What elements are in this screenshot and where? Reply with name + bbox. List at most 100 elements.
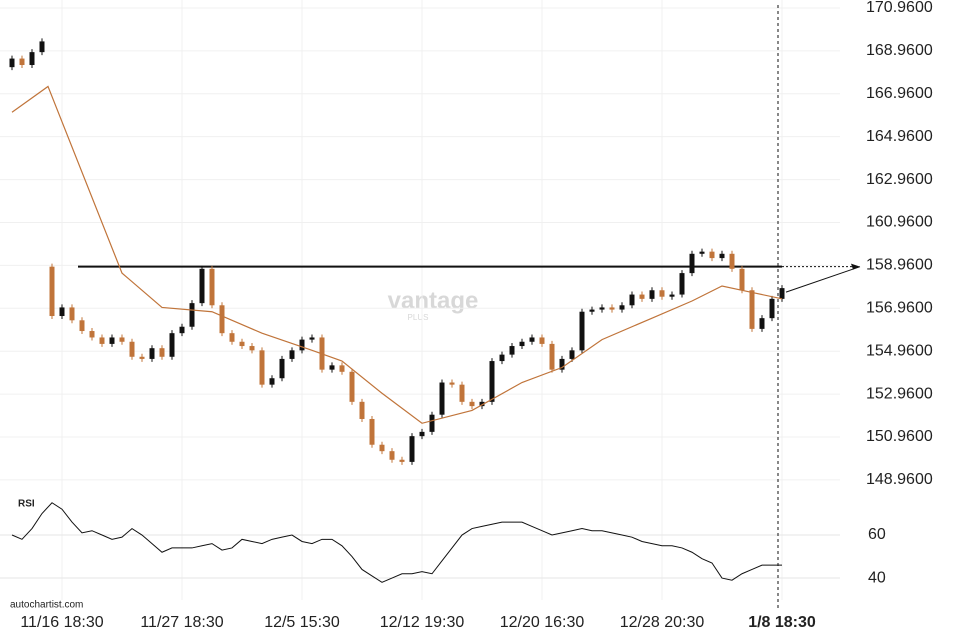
y-tick-label: 164.9600	[866, 128, 933, 145]
candle	[449, 382, 455, 385]
y-tick-label: 158.9600	[866, 257, 933, 274]
candle	[269, 378, 275, 385]
candle	[469, 401, 475, 407]
arrow-head	[851, 263, 860, 270]
candle	[169, 333, 175, 357]
x-tick-label: 12/12 19:30	[380, 614, 465, 631]
candle	[749, 290, 755, 329]
candle	[289, 350, 295, 359]
candle	[539, 337, 545, 344]
candle	[19, 58, 25, 66]
candle	[559, 358, 565, 370]
y-tick-label: 40	[868, 569, 886, 586]
projection-arrow	[785, 266, 861, 293]
candle	[249, 346, 255, 351]
candle	[49, 266, 55, 317]
rsi-title: RSI	[18, 499, 35, 510]
y-tick-label: 170.9600	[866, 0, 933, 16]
candle	[589, 309, 595, 312]
y-tick-label: 60	[868, 526, 886, 543]
candle	[279, 358, 285, 379]
candle	[709, 251, 715, 259]
y-tick-label: 154.9600	[866, 342, 933, 359]
candle	[699, 251, 705, 254]
y-tick-label: 150.9600	[866, 428, 933, 445]
candle	[179, 326, 185, 334]
candle	[219, 305, 225, 334]
candle	[99, 337, 105, 344]
candle	[39, 41, 45, 53]
y-tick-label: 166.9600	[866, 85, 933, 102]
candle	[549, 343, 555, 370]
candle	[239, 341, 245, 347]
candle	[659, 290, 665, 297]
y-tick-label: 162.9600	[866, 171, 933, 188]
candle	[89, 331, 95, 338]
candle	[119, 337, 125, 342]
candle	[9, 58, 15, 68]
candle	[629, 294, 635, 306]
candle	[159, 348, 165, 357]
candle	[359, 401, 365, 419]
x-tick-label: 12/20 16:30	[500, 614, 585, 631]
candle	[489, 361, 495, 402]
candle	[79, 320, 85, 332]
candle	[409, 436, 415, 462]
candle	[59, 307, 65, 317]
candle	[379, 444, 385, 452]
candle	[519, 341, 525, 347]
candle	[529, 337, 535, 342]
source: autochartist.com	[10, 600, 83, 611]
candle	[429, 414, 435, 432]
x-tick-label: 12/5 15:30	[264, 614, 340, 631]
y-tick-label: 152.9600	[866, 385, 933, 402]
y-tick-label: 168.9600	[866, 42, 933, 59]
candle	[649, 290, 655, 299]
candle	[779, 288, 785, 299]
candle	[139, 356, 145, 359]
candle	[569, 350, 575, 359]
candle	[189, 303, 195, 327]
candle	[109, 337, 115, 344]
x-tick-label: 11/27 18:30	[140, 614, 223, 631]
candle	[609, 307, 615, 310]
candle	[719, 253, 725, 259]
candle	[479, 401, 485, 407]
rsi-line	[11, 502, 782, 583]
candle	[389, 451, 395, 460]
candle	[209, 268, 215, 306]
candle	[769, 298, 775, 319]
y-tick-label: 148.9600	[866, 471, 933, 488]
candle	[689, 253, 695, 274]
candle	[729, 253, 735, 269]
candle	[369, 418, 375, 445]
x-tick-label: 1/8 18:30	[748, 614, 816, 631]
candle	[199, 268, 205, 304]
candle	[459, 384, 465, 402]
candle	[309, 337, 315, 340]
x-tick-label: 11/16 18:30	[20, 614, 103, 631]
candle	[329, 365, 335, 370]
candle	[619, 305, 625, 310]
candle	[339, 365, 345, 372]
candle	[759, 318, 765, 329]
x-tick-label: 12/28 20:30	[620, 614, 705, 631]
candle	[669, 294, 675, 297]
candle	[349, 371, 355, 402]
candle	[399, 459, 405, 462]
candle	[259, 350, 265, 385]
candle	[149, 348, 155, 359]
candle	[509, 346, 515, 355]
watermark: vantage	[388, 287, 479, 314]
candle	[299, 339, 305, 351]
watermark-sub: PLUS	[408, 313, 429, 322]
candle	[739, 268, 745, 291]
candle	[579, 311, 585, 351]
moving-average	[11, 85, 783, 424]
candle	[599, 307, 605, 310]
candle	[129, 341, 135, 357]
y-tick-label: 160.9600	[866, 214, 933, 231]
candle	[639, 294, 645, 299]
